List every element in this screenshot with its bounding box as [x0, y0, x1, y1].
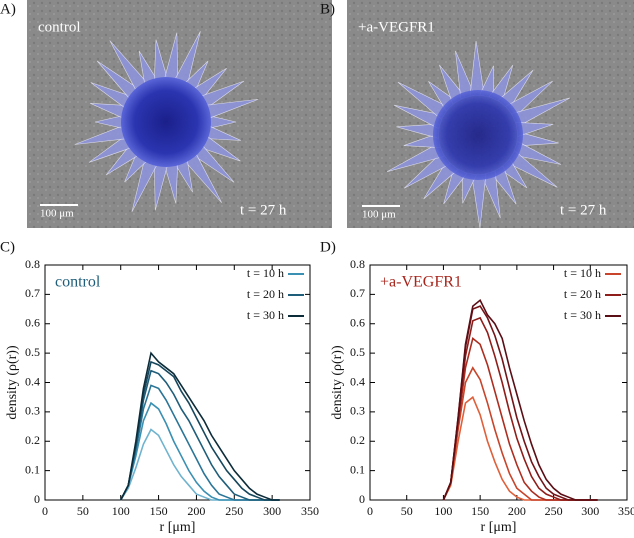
legend-label: t = 10 h [564, 266, 601, 280]
spheroid [121, 77, 211, 167]
chart-title: +a-VEGFR1 [380, 274, 462, 291]
micrograph [347, 0, 634, 229]
x-tick-label: 300 [263, 504, 281, 518]
chart-title: control [55, 274, 101, 291]
scale-label: 100 μm [362, 209, 396, 221]
line [442, 337, 598, 501]
caption: control [38, 19, 81, 35]
y-tick-label: 0.3 [25, 404, 40, 418]
x-tick-label: 350 [301, 504, 319, 518]
x-tick-label: 100 [112, 504, 130, 518]
spheroid [433, 90, 523, 180]
caption: +a-VEGFR1 [358, 19, 435, 35]
panel-label: D) [320, 239, 336, 255]
x-tick-label: 300 [581, 504, 599, 518]
y-tick-label: 0.4 [25, 374, 40, 388]
legend-label: t = 30 h [564, 308, 601, 322]
y-tick-label: 0.6 [25, 316, 40, 330]
y-tick-label: 0.7 [25, 286, 40, 300]
x-tick-label: 50 [77, 504, 89, 518]
time-label: t = 27 h [240, 202, 287, 218]
y-tick-label: 0 [34, 492, 40, 506]
y-axis-label: density (ρ(r)) [330, 345, 345, 420]
y-tick-label: 0.2 [25, 433, 40, 447]
y-axis-label: density (ρ(r)) [5, 345, 20, 420]
y-tick-label: 0.3 [350, 404, 365, 418]
x-tick-label: 250 [225, 504, 243, 518]
legend-label: t = 20 h [564, 287, 601, 301]
line [119, 351, 280, 501]
x-axis-label: r [μm] [160, 520, 196, 535]
y-tick-label: 0.2 [350, 433, 365, 447]
panel-label: C) [0, 239, 15, 255]
y-tick-label: 0.5 [350, 345, 365, 359]
legend-label: t = 20 h [247, 287, 284, 301]
y-tick-label: 0.1 [25, 462, 40, 476]
y-tick-label: 0.7 [350, 286, 365, 300]
line [119, 369, 280, 501]
x-tick-label: 0 [42, 504, 48, 518]
sprouts [386, 40, 570, 229]
y-tick-label: 0.6 [350, 316, 365, 330]
x-tick-label: 100 [434, 504, 452, 518]
y-tick-label: 0.8 [350, 257, 365, 271]
legend-label: t = 30 h [247, 308, 284, 322]
x-tick-label: 350 [618, 504, 634, 518]
panel-label: A) [0, 1, 16, 17]
legend-label: t = 10 h [247, 266, 284, 280]
x-tick-label: 200 [508, 504, 526, 518]
x-tick-label: 200 [187, 504, 205, 518]
line [442, 299, 598, 501]
y-tick-label: 0.8 [25, 257, 40, 271]
time-label: t = 27 h [560, 202, 607, 218]
x-tick-label: 250 [545, 504, 563, 518]
y-tick-label: 0 [359, 492, 365, 506]
micrograph [27, 0, 332, 228]
x-tick-label: 0 [367, 504, 373, 518]
scale-label: 100 μm [40, 208, 74, 220]
line [442, 366, 598, 501]
x-axis-label: r [μm] [481, 520, 517, 535]
y-tick-label: 0.1 [350, 462, 365, 476]
panel-label: B) [320, 1, 335, 17]
line [119, 360, 280, 501]
x-tick-label: 150 [150, 504, 168, 518]
y-tick-label: 0.4 [350, 374, 365, 388]
line [119, 401, 280, 501]
x-tick-label: 50 [401, 504, 413, 518]
y-tick-label: 0.5 [25, 345, 40, 359]
x-tick-label: 150 [471, 504, 489, 518]
